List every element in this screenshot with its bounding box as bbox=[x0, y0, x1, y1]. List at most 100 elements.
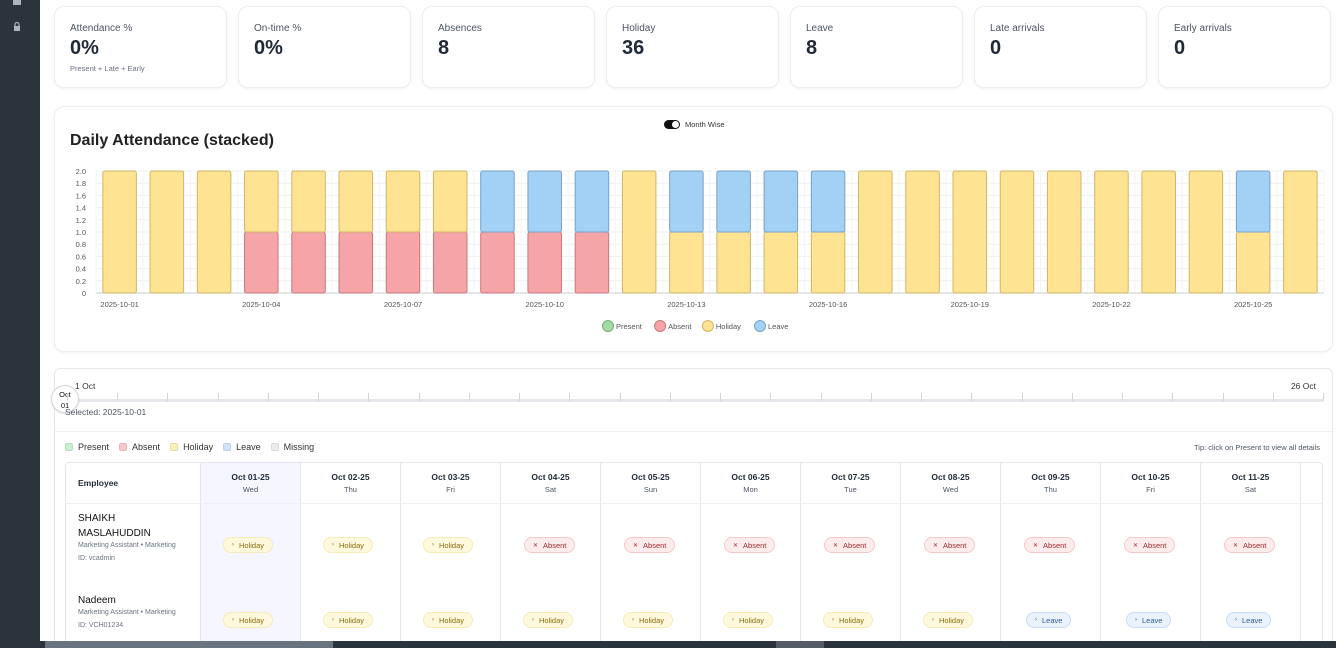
status-pill-absent[interactable]: ✕ Absent bbox=[524, 537, 576, 553]
bar-holiday-2025-10-24 bbox=[1188, 170, 1224, 294]
bar-absent-2025-10-05 bbox=[291, 231, 326, 294]
x-icon: ✕ bbox=[533, 542, 539, 549]
status-pill-holiday[interactable]: › Holiday bbox=[223, 537, 274, 553]
day-dow: Wed bbox=[242, 485, 259, 494]
status-label: Holiday bbox=[639, 615, 665, 625]
stat-value: 0 bbox=[1174, 37, 1186, 59]
date-slider-track[interactable] bbox=[67, 399, 1323, 402]
status-pill-leave[interactable]: › Leave bbox=[1126, 612, 1172, 628]
status-pill-absent[interactable]: ✕ Absent bbox=[1224, 537, 1276, 553]
slider-tick bbox=[870, 393, 872, 401]
slider-tick bbox=[1323, 393, 1324, 401]
status-pill-absent[interactable]: ✕ Absent bbox=[724, 537, 776, 553]
status-pill-holiday[interactable]: › Holiday bbox=[223, 612, 274, 628]
x-tick-label: 2025-10-04 bbox=[242, 300, 280, 309]
status-label: Holiday bbox=[839, 615, 865, 625]
y-tick-label: 1.0 bbox=[76, 228, 86, 237]
legend-item-holiday[interactable]: Holiday bbox=[701, 320, 741, 332]
day-column bbox=[700, 463, 800, 641]
legend-item-absent[interactable]: Absent bbox=[654, 320, 693, 332]
legend-swatch bbox=[754, 320, 766, 332]
status-dot-icon: › bbox=[932, 617, 934, 623]
y-tick-label: 1.4 bbox=[76, 204, 86, 213]
legend-leave: Leave bbox=[223, 442, 261, 452]
header-divider bbox=[66, 503, 1322, 504]
toggle-label: Month Wise bbox=[685, 120, 725, 129]
status-pill-holiday[interactable]: › Holiday bbox=[923, 612, 974, 628]
day-date: Oct 04-25 bbox=[531, 472, 570, 482]
employee-id: ID: vcadmin bbox=[78, 555, 115, 562]
legend-label: Leave bbox=[236, 442, 261, 452]
day-dow: Sat bbox=[1244, 485, 1257, 494]
stat-card: Holiday 36 bbox=[606, 6, 779, 88]
stat-cards: Attendance % 0% Present + Late + Early On-t… bbox=[54, 6, 1331, 88]
employee-name: Nadeem bbox=[78, 595, 116, 606]
status-pill-holiday[interactable]: › Holiday bbox=[323, 612, 374, 628]
day-header: Oct 01-25 Wed bbox=[200, 463, 300, 503]
legend-missing: Missing bbox=[270, 442, 314, 452]
legend-label: Present bbox=[616, 322, 643, 331]
status-pill-holiday[interactable]: › Holiday bbox=[523, 612, 574, 628]
status-pill-leave[interactable]: › Leave bbox=[1226, 612, 1272, 628]
day-header: Oct 06-25 Mon bbox=[700, 463, 800, 503]
status-label: Holiday bbox=[239, 540, 265, 550]
day-date: Oct 09-25 bbox=[1031, 472, 1070, 482]
month-wise-toggle[interactable]: Month Wise bbox=[664, 120, 725, 129]
x-icon: ✕ bbox=[833, 542, 839, 549]
status-pill-holiday[interactable]: › Holiday bbox=[423, 537, 474, 553]
day-column bbox=[1100, 463, 1200, 641]
status-dot-icon: › bbox=[532, 617, 534, 623]
legend-item-present[interactable]: Present bbox=[602, 320, 643, 332]
status-pill-holiday[interactable]: › Holiday bbox=[723, 612, 774, 628]
bar-holiday-2025-10-05 bbox=[291, 170, 326, 233]
bar-leave-2025-10-14 bbox=[716, 170, 751, 233]
x-tick-label: 2025-10-07 bbox=[384, 300, 422, 309]
legend-label: Holiday bbox=[716, 322, 741, 331]
status-pill-holiday[interactable]: › Holiday bbox=[823, 612, 874, 628]
toggle-switch[interactable] bbox=[664, 120, 680, 129]
status-legend: Present Absent Holiday Leave Missing bbox=[65, 442, 314, 452]
status-pill-holiday[interactable]: › Holiday bbox=[323, 537, 374, 553]
status-pill-absent[interactable]: ✕ Absent bbox=[924, 537, 976, 553]
bar-holiday-2025-10-21 bbox=[1046, 170, 1082, 294]
user-icon[interactable] bbox=[12, 0, 22, 10]
bar-holiday-2025-10-16 bbox=[810, 231, 846, 294]
status-pill-holiday[interactable]: › Holiday bbox=[423, 612, 474, 628]
status-label: Holiday bbox=[939, 615, 965, 625]
lock-icon[interactable] bbox=[12, 22, 22, 32]
slider-tick bbox=[217, 393, 219, 401]
status-pill-holiday[interactable]: › Holiday bbox=[623, 612, 674, 628]
day-header: Oct 07-25 Tue bbox=[800, 463, 900, 503]
y-tick-label: 0.2 bbox=[76, 277, 86, 286]
date-slider-knob[interactable]: Oct 01 bbox=[51, 385, 79, 413]
day-column-partial bbox=[1300, 463, 1322, 641]
day-date: Oct 08-25 bbox=[931, 472, 970, 482]
bar-absent-2025-10-08 bbox=[432, 231, 468, 294]
legend-swatch bbox=[223, 443, 232, 451]
bar-absent-2025-10-11 bbox=[574, 231, 610, 294]
horizontal-scrollbar[interactable] bbox=[40, 641, 1336, 648]
legend-swatch bbox=[119, 443, 128, 451]
status-pill-absent[interactable]: ✕ Absent bbox=[624, 537, 676, 553]
legend-item-leave[interactable]: Leave bbox=[754, 320, 789, 332]
status-pill-leave[interactable]: › Leave bbox=[1026, 612, 1072, 628]
day-column bbox=[300, 463, 400, 641]
legend-swatch bbox=[270, 443, 279, 451]
slider-tick bbox=[1272, 393, 1274, 401]
stat-label: Leave bbox=[806, 23, 834, 34]
x-icon: ✕ bbox=[933, 542, 939, 549]
day-dow: Fri bbox=[1146, 485, 1155, 494]
day-column bbox=[500, 463, 600, 641]
x-tick-label: 2025-10-19 bbox=[951, 300, 989, 309]
slider-tick bbox=[1222, 393, 1224, 401]
day-date: Oct 01-25 bbox=[231, 472, 270, 482]
slider-tick bbox=[468, 393, 470, 401]
status-label: Absent bbox=[943, 540, 967, 550]
stat-value: 8 bbox=[806, 37, 818, 59]
slider-tick bbox=[368, 393, 370, 401]
status-pill-absent[interactable]: ✕ Absent bbox=[1124, 537, 1176, 553]
status-pill-absent[interactable]: ✕ Absent bbox=[1024, 537, 1076, 553]
scrollbar-thumb[interactable] bbox=[45, 641, 333, 648]
status-pill-absent[interactable]: ✕ Absent bbox=[824, 537, 876, 553]
stat-card: Early arrivals 0 bbox=[1158, 6, 1331, 88]
